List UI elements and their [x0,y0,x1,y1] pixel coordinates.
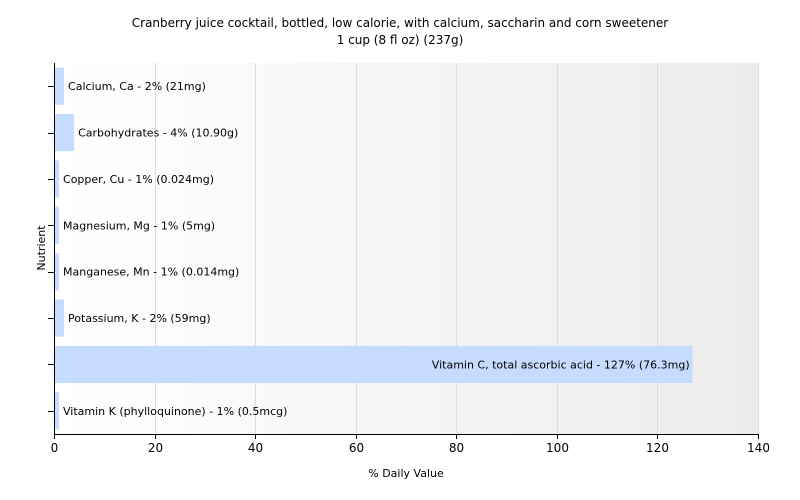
bar-label: Potassium, K - 2% (59mg) [68,312,211,325]
bar-labels: Calcium, Ca - 2% (21mg) Carbohydrates - 4… [63,80,690,418]
x-axis-title: % Daily Value [368,467,444,480]
bar [54,345,693,383]
x-tick-label: 40 [248,441,263,455]
bar-label: Magnesium, Mg - 1% (5mg) [63,219,215,232]
bar [54,206,60,244]
x-tick-label: 80 [449,441,464,455]
bar-label: Carbohydrates - 4% (10.90g) [78,127,238,140]
x-tick-label: 0 [51,441,59,455]
x-tick-label: 140 [747,441,770,455]
bar-label: Calcium, Ca - 2% (21mg) [68,80,206,93]
bar [54,160,60,198]
bars [54,67,693,430]
x-tick-label: 60 [349,441,364,455]
bar [54,114,75,152]
x-tick-label: 20 [148,441,163,455]
axes [48,63,759,439]
chart-title: Cranberry juice cocktail, bottled, low c… [132,16,669,30]
x-tick-labels: 0 20 40 60 80 100 120 140 [51,441,770,455]
bar [54,392,60,430]
bar-label: Manganese, Mn - 1% (0.014mg) [63,266,239,279]
bar-label: Vitamin K (phylloquinone) - 1% (0.5mcg) [63,405,287,418]
bar [54,67,65,105]
bar [54,253,60,291]
bar-label: Copper, Cu - 1% (0.024mg) [63,173,214,186]
x-tick-label: 120 [646,441,669,455]
bar [54,299,65,337]
bar-label: Vitamin C, total ascorbic acid - 127% (7… [432,358,690,371]
x-tick-label: 100 [546,441,569,455]
chart-subtitle: 1 cup (8 fl oz) (237g) [337,33,464,47]
y-axis-title: Nutrient [35,225,48,271]
